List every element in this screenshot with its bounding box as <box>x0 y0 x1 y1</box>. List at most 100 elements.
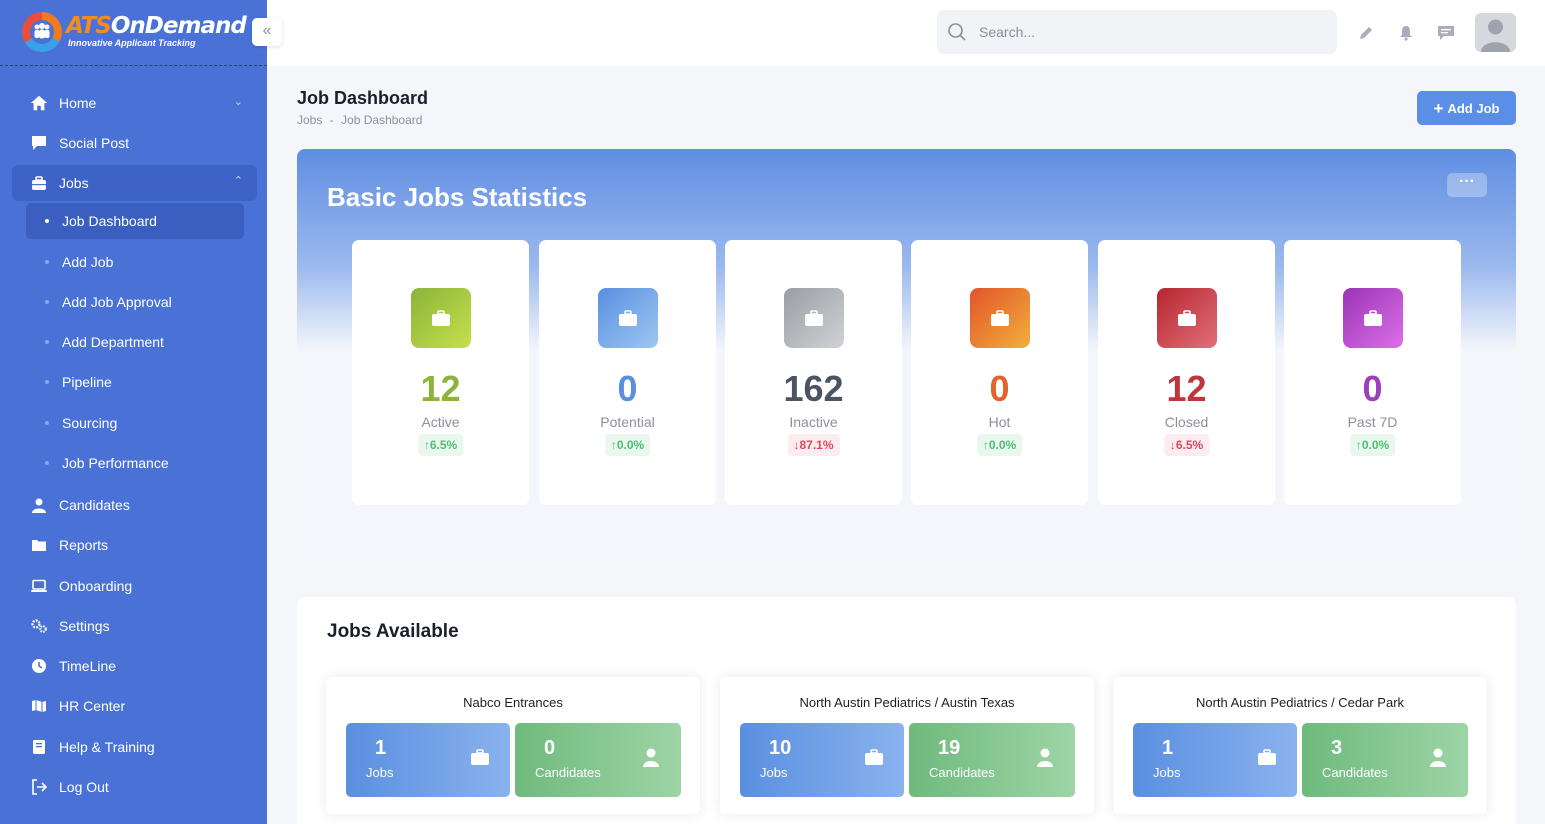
sidebar-subitem-label: Add Department <box>62 334 164 350</box>
plus-icon: + <box>1433 98 1444 118</box>
candidates-count-label: Candidates <box>1322 765 1388 780</box>
logo-tagline: Innovative Applicant Tracking <box>68 38 196 48</box>
user-icon <box>30 496 48 514</box>
arrow-down-icon: ↓ <box>1169 438 1176 452</box>
job-location-card: North Austin Pediatrics / Cedar Park 1 J… <box>1113 677 1487 814</box>
sidebar-subitem-label: Add Job Approval <box>62 294 172 310</box>
logout-icon <box>30 778 48 796</box>
sidebar-subitem-label: Job Dashboard <box>62 213 157 229</box>
arrow-up-icon: ↑ <box>982 438 989 452</box>
sidebar-subitem-job-performance[interactable]: Job Performance <box>26 445 244 481</box>
candidates-count-tile[interactable]: 3 Candidates <box>1302 723 1468 797</box>
sidebar-item-timeline[interactable]: TimeLine <box>12 648 257 684</box>
book-icon <box>30 738 48 756</box>
stat-change-value: 0.0% <box>1361 438 1390 452</box>
sidebar-item-logout[interactable]: Log Out <box>12 769 257 805</box>
sidebar-item-label: Onboarding <box>59 578 133 594</box>
map-icon <box>30 697 48 715</box>
stat-change-badge: ↑ 0.0% <box>976 434 1023 456</box>
stat-card-hot[interactable]: 0 Hot ↑ 0.0% <box>911 240 1088 505</box>
candidates-count-label: Candidates <box>535 765 601 780</box>
stat-change-badge: ↑ 0.0% <box>1349 434 1396 456</box>
chevron-down-icon: ⌄ <box>233 96 243 108</box>
logo-text: ATSOnDemand <box>66 13 247 39</box>
stat-value: 162 <box>783 368 844 409</box>
stat-card-closed[interactable]: 12 Closed ↓ 6.5% <box>1098 240 1275 505</box>
sidebar: ATSOnDemand Innovative Applicant Trackin… <box>0 0 267 824</box>
stat-change-value: 0.0% <box>616 438 645 452</box>
stat-label: Closed <box>1164 414 1209 430</box>
stat-value: 12 <box>1166 368 1207 409</box>
stat-label: Past 7D <box>1347 414 1398 430</box>
sidebar-item-label: Social Post <box>59 135 130 151</box>
add-job-button[interactable]: + Add Job <box>1417 91 1516 125</box>
message-icon[interactable] <box>1435 22 1457 44</box>
chevron-up-icon: ⌃ <box>233 175 243 187</box>
sidebar-item-social-post[interactable]: Social Post <box>12 125 257 161</box>
avatar[interactable] <box>1475 13 1516 52</box>
jobs-count-tile[interactable]: 10 Jobs <box>740 723 904 797</box>
sidebar-subitem-add-department[interactable]: Add Department <box>26 324 244 360</box>
stat-change-badge: ↑ 0.0% <box>604 434 651 456</box>
stat-label: Active <box>421 414 460 430</box>
sidebar-item-label: Settings <box>59 618 110 634</box>
sidebar-subitem-label: Add Job <box>62 254 114 270</box>
stat-card-potential[interactable]: 0 Potential ↑ 0.0% <box>539 240 716 505</box>
logo-ondemand: OnDemand <box>110 13 247 39</box>
sidebar-subitem-label: Job Performance <box>62 455 169 471</box>
sidebar-item-reports[interactable]: Reports <box>12 527 257 563</box>
brand-header: ATSOnDemand Innovative Applicant Trackin… <box>0 0 267 66</box>
jobs-count: 10 <box>769 737 792 759</box>
search-icon <box>947 22 967 42</box>
stats-title: Basic Jobs Statistics <box>327 182 588 212</box>
jobs-count-tile[interactable]: 1 Jobs <box>346 723 510 797</box>
search-input[interactable] <box>979 10 1319 54</box>
briefcase-icon <box>862 745 886 769</box>
collapse-sidebar-button[interactable]: « <box>252 18 282 46</box>
user-icon <box>1033 745 1057 769</box>
chat-icon <box>30 134 48 152</box>
stat-card-active[interactable]: 12 Active ↑ 6.5% <box>352 240 529 505</box>
sidebar-subitem-label: Pipeline <box>62 374 112 390</box>
sidebar-item-label: TimeLine <box>59 658 117 674</box>
sidebar-subitem-add-job[interactable]: Add Job <box>26 244 244 280</box>
sidebar-subitem-pipeline[interactable]: Pipeline <box>26 364 244 400</box>
sidebar-item-settings[interactable]: Settings <box>12 608 257 644</box>
briefcase-icon <box>598 288 658 348</box>
sidebar-subitem-sourcing[interactable]: Sourcing <box>26 405 244 441</box>
briefcase-icon <box>970 288 1030 348</box>
logo-ats: ATS <box>66 13 112 39</box>
jobs-count-label: Jobs <box>366 765 394 780</box>
page-title: Job Dashboard <box>297 88 429 108</box>
pencil-icon[interactable] <box>1355 22 1377 44</box>
stat-card-past-7d[interactable]: 0 Past 7D ↑ 0.0% <box>1284 240 1461 505</box>
arrow-down-icon: ↓ <box>793 438 800 452</box>
candidates-count-tile[interactable]: 0 Candidates <box>515 723 681 797</box>
sidebar-subitem-job-dashboard[interactable]: Job Dashboard <box>26 203 244 239</box>
sidebar-item-hr-center[interactable]: HR Center <box>12 688 257 724</box>
candidates-count-tile[interactable]: 19 Candidates <box>909 723 1075 797</box>
more-options-button[interactable]: ··· <box>1447 173 1487 197</box>
sidebar-item-jobs[interactable]: Jobs ⌃ <box>12 165 257 201</box>
candidates-count: 0 <box>544 737 556 759</box>
stat-label: Inactive <box>789 414 838 430</box>
sidebar-item-candidates[interactable]: Candidates <box>12 487 257 523</box>
arrow-up-icon: ↑ <box>610 438 617 452</box>
job-location-name: North Austin Pediatrics / Austin Texas <box>799 695 1015 710</box>
sidebar-subitem-add-job-approval[interactable]: Add Job Approval <box>26 284 244 320</box>
bell-icon[interactable] <box>1395 22 1417 44</box>
jobs-count-tile[interactable]: 1 Jobs <box>1133 723 1297 797</box>
stat-card-inactive[interactable]: 162 Inactive ↓ 87.1% <box>725 240 902 505</box>
user-icon <box>639 745 663 769</box>
breadcrumb-separator: - <box>329 113 334 127</box>
arrow-up-icon: ↑ <box>423 438 430 452</box>
sidebar-item-home[interactable]: Home ⌄ <box>12 85 257 121</box>
sidebar-item-label: HR Center <box>59 698 126 714</box>
sidebar-item-label: Home <box>59 95 97 111</box>
jobs-count-label: Jobs <box>1153 765 1181 780</box>
add-job-label: Add Job <box>1447 100 1500 116</box>
sidebar-item-help-training[interactable]: Help & Training <box>12 729 257 765</box>
breadcrumb-item-jobs[interactable]: Jobs <box>297 113 323 127</box>
folder-icon <box>30 536 48 554</box>
sidebar-item-onboarding[interactable]: Onboarding <box>12 568 257 604</box>
